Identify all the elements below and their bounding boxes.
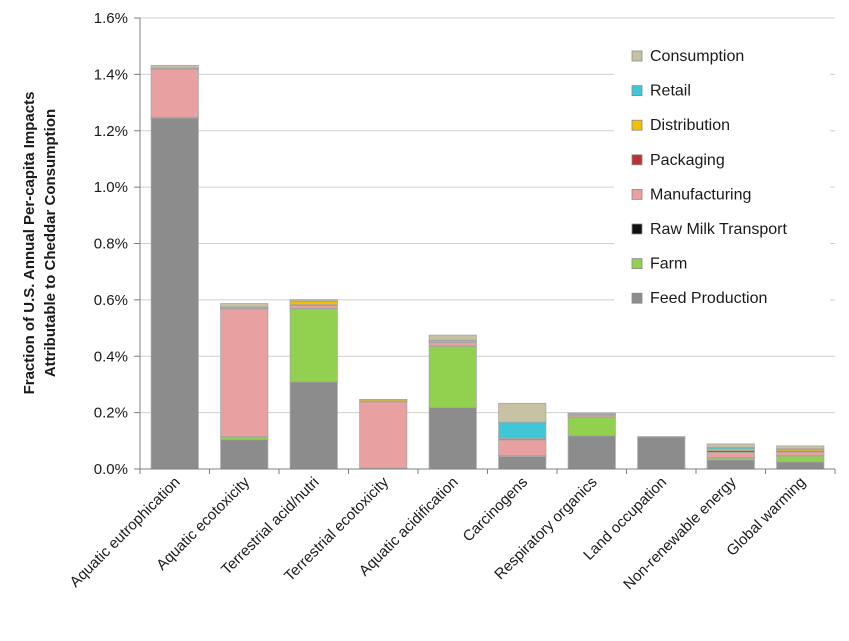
- y-tick-label: 0.0%: [94, 461, 128, 478]
- bar-segment: [428, 345, 477, 408]
- x-tick-label: Carcinogens: [460, 474, 532, 546]
- legend-swatch: [631, 85, 643, 96]
- bars: [150, 64, 825, 470]
- legend-background: [614, 36, 830, 324]
- legend-entry-label: Packaging: [650, 152, 725, 169]
- bar-segment: [220, 308, 269, 437]
- bar-segment: [637, 436, 686, 470]
- y-tick-label: 1.0%: [94, 179, 128, 196]
- legend-swatch: [631, 258, 643, 270]
- bar-segment: [567, 435, 616, 470]
- bar-segment: [289, 305, 338, 309]
- y-tick-label: 1.6%: [94, 10, 128, 27]
- legend-entry-label: Distribution: [650, 117, 730, 134]
- legend-swatch: [631, 119, 643, 131]
- legend-entry-label: Retail: [650, 83, 691, 100]
- bar-segment: [776, 451, 825, 456]
- legend-swatch: [631, 292, 643, 304]
- bar-segment: [220, 303, 269, 308]
- legend-entry-label: Farm: [650, 256, 687, 273]
- legend-entry-label: Consumption: [650, 48, 744, 65]
- bar-segment: [150, 117, 199, 470]
- y-tick-label: 1.4%: [94, 66, 128, 83]
- bar-segment: [359, 401, 408, 469]
- legend-entry-label: Raw Milk Transport: [650, 221, 787, 238]
- bar-segment: [150, 68, 199, 118]
- bar-segment: [706, 443, 755, 448]
- axis-titles: Fraction of U.S. Annual Per-capita Impac…: [21, 92, 59, 395]
- legend-swatch: [631, 50, 643, 62]
- bar-segment: [150, 64, 199, 69]
- bar-segment: [567, 416, 616, 437]
- bar-segment: [776, 461, 825, 470]
- legend: Consumption Retail Distribution Packaging Ma…: [614, 36, 830, 324]
- bar-segment: [776, 455, 825, 463]
- bar-segment: [498, 421, 547, 439]
- y-axis-title-line-1: Fraction of U.S. Annual Per-capita Impac…: [21, 92, 38, 395]
- bar-segment: [359, 398, 408, 401]
- legend-swatch: [631, 188, 643, 200]
- bar-segment: [706, 451, 755, 458]
- bar-segment: [289, 308, 338, 383]
- bar-segment: [498, 402, 547, 423]
- y-tick-label: 0.4%: [94, 348, 128, 365]
- bar-segment: [706, 459, 755, 470]
- bar-segment: [428, 334, 477, 341]
- bar-segment: [498, 439, 547, 456]
- y-tick-label: 0.6%: [94, 292, 128, 309]
- bar-segment: [498, 456, 547, 470]
- bar-segment: [220, 439, 269, 470]
- bar-segment: [567, 412, 616, 415]
- bar-segment: [428, 407, 477, 470]
- bar-segment: [289, 299, 338, 302]
- y-tick-label: 0.2%: [94, 405, 128, 422]
- x-tick-label: Non-renewable energy: [620, 473, 740, 593]
- bar-segment: [776, 445, 825, 450]
- legend-entry-label: Manufacturing: [650, 186, 751, 203]
- legend-entry-label: Feed Production: [650, 290, 767, 307]
- y-tick-label: 0.8%: [94, 236, 128, 253]
- x-tick-label: Aquatic eutrophication: [67, 474, 184, 591]
- bar-segment: [637, 436, 686, 438]
- bar-segment: [428, 342, 477, 347]
- legend-swatch: [631, 154, 643, 166]
- legend-swatch: [631, 223, 643, 235]
- y-axis-title-line-2: Attributable to Cheddar Consumption: [42, 109, 59, 377]
- bar-segment: [289, 381, 338, 470]
- y-tick-label: 1.2%: [94, 123, 128, 140]
